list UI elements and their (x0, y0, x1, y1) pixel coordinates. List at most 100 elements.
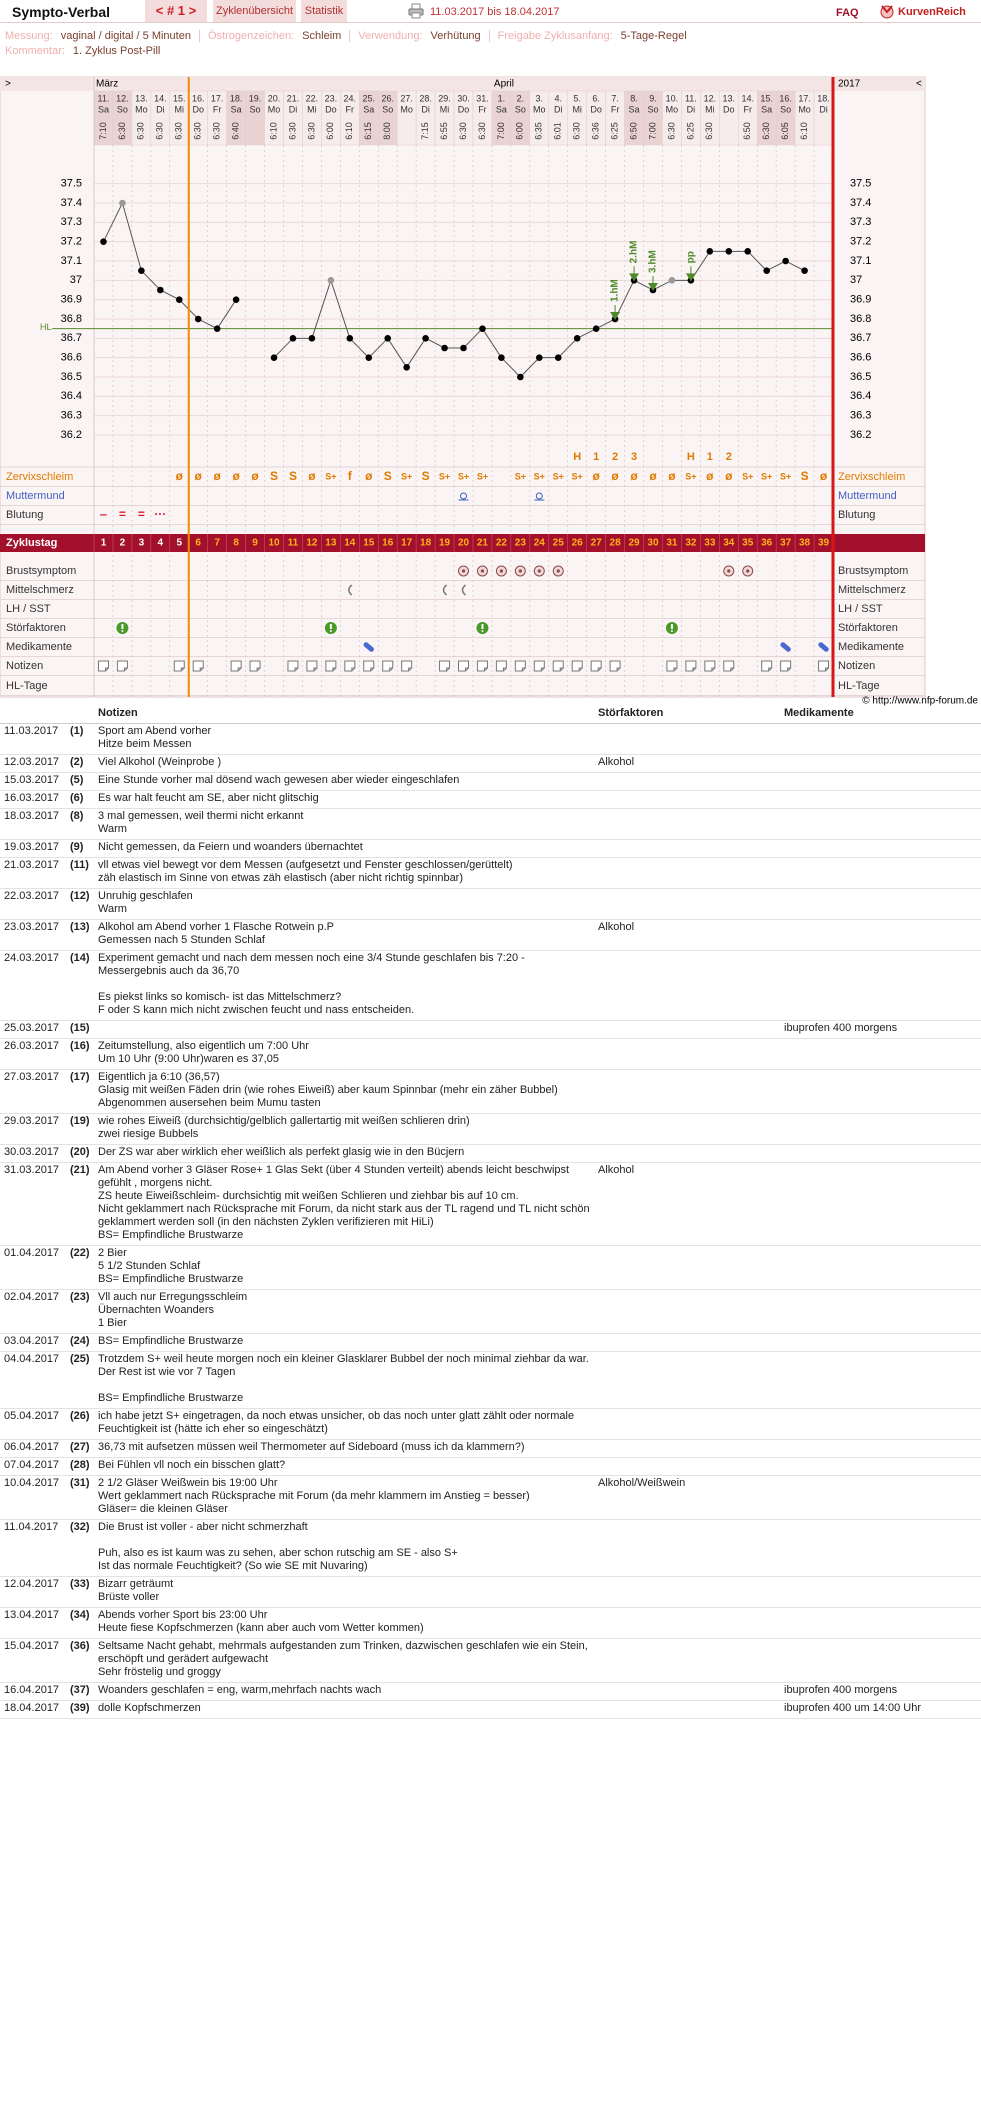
note-date: 22.03.2017 (0, 888, 66, 920)
notes-body: 11.03.2017 (1) Sport am Abend vorher Hitze… (0, 723, 981, 1719)
weekday-label: Fr (346, 104, 355, 114)
stats-tab[interactable]: Statistik (301, 0, 347, 22)
y-tick-label-right: 36.6 (850, 352, 871, 364)
note-date: 16.04.2017 (0, 1682, 66, 1701)
cycle-day: 24 (534, 538, 546, 549)
note-date: 21.03.2017 (0, 857, 66, 889)
nav-next[interactable]: < (916, 79, 922, 90)
note-date: 27.03.2017 (0, 1069, 66, 1114)
row-symbol: S+ (439, 471, 450, 481)
faq-link[interactable]: FAQ (836, 7, 859, 19)
temperature-point (308, 335, 316, 342)
y-tick-label: 36.3 (61, 410, 82, 422)
peak-label: 3.hM (648, 250, 659, 273)
temperature-point (592, 325, 600, 332)
note-disruption (594, 857, 780, 889)
cycle-day: 23 (515, 538, 527, 549)
cycle-day: 11 (288, 538, 299, 549)
row-label-right: Medikamente (838, 641, 904, 653)
time-label: 6:55 (439, 122, 449, 140)
row-symbol: = (119, 507, 126, 521)
note-icon (287, 660, 299, 672)
time-label: 6:00 (515, 122, 525, 140)
row-icon (552, 565, 564, 577)
note-date: 26.03.2017 (0, 1038, 66, 1070)
weekday-label: Mo (666, 104, 679, 114)
temperature-point (801, 267, 808, 274)
h-marker: H (573, 451, 581, 463)
weekday-label: Mo (798, 104, 811, 114)
temperature-point (498, 354, 505, 361)
day-label: 25. (362, 93, 375, 103)
note-date: 05.04.2017 (0, 1408, 66, 1440)
note-day: (13) (66, 919, 94, 951)
weekday-label: So (780, 104, 791, 114)
note-medication (780, 1289, 981, 1334)
weekday-label: Fr (213, 104, 222, 114)
note-date: 10.04.2017 (0, 1475, 66, 1520)
cycle-day: 8 (233, 538, 239, 549)
note-date: 11.04.2017 (0, 1519, 66, 1577)
temperature-point (289, 335, 297, 342)
note-text: 3 mal gemessen, weil thermi nicht erkann… (94, 808, 594, 840)
note-row: 15.04.2017 (36) Seltsame Nacht gehabt, meh… (0, 1638, 981, 1683)
row-symbol: ø (213, 469, 221, 483)
cycle-day: 33 (704, 538, 716, 549)
note-day: (16) (66, 1038, 94, 1070)
peak-marker (647, 283, 658, 291)
note-text: Seltsame Nacht gehabt, mehrmals aufgesta… (94, 1638, 594, 1683)
note-text: Vll auch nur Erregungsschleim Übernachte… (94, 1289, 594, 1334)
cycle-day: 36 (761, 538, 773, 549)
print-icon[interactable] (408, 3, 424, 19)
note-medication (780, 790, 981, 809)
row-icon (533, 565, 545, 577)
day-label: 28. (419, 93, 432, 103)
time-label: 6:30 (761, 122, 771, 140)
row-symbol: ø (365, 469, 373, 483)
note-icon (685, 660, 697, 672)
row-icon (666, 660, 678, 672)
breast-icon (480, 569, 485, 573)
note-text: Viel Alkohol (Weinprobe ) (94, 754, 594, 773)
disruption-icon (329, 630, 332, 632)
nav-prev[interactable]: > (5, 79, 11, 90)
weekday-label: Fr (743, 104, 752, 114)
row-symbol: ø (706, 469, 714, 483)
pain-icon (348, 584, 353, 596)
y-tick-label-right: 36.8 (850, 313, 871, 325)
note-text: vll etwas viel bewegt vor dem Messen (au… (94, 857, 594, 889)
row-icon (495, 660, 507, 672)
time-label: 6:25 (609, 122, 619, 140)
row-icon (534, 492, 545, 501)
note-date: 16.03.2017 (0, 790, 66, 809)
weekday-label: Mo (135, 104, 148, 114)
h-marker: 3 (631, 451, 637, 463)
note-row: 05.04.2017 (26) ich habe jetzt S+ eingetra… (0, 1408, 981, 1440)
setting-value: Verhütung (430, 30, 481, 42)
weekday-label: Mi (440, 104, 450, 114)
time-label: 6:00 (325, 122, 335, 140)
h-marker: H (687, 451, 695, 463)
note-text: Sport am Abend vorher Hitze beim Messen (94, 723, 594, 755)
note-disruption (594, 790, 780, 809)
time-label: 6:30 (477, 122, 487, 140)
cycle-day-band (0, 534, 925, 552)
breast-icon (518, 569, 522, 573)
note-icon (514, 660, 526, 672)
note-text (94, 1020, 594, 1039)
note-icon (344, 660, 356, 672)
note-row: 18.03.2017 (8) 3 mal gemessen, weil thermi… (0, 808, 981, 840)
cycle-day: 13 (325, 538, 337, 549)
note-medication (780, 1351, 981, 1409)
temperature-point (460, 344, 467, 352)
note-row: 12.03.2017 (2) Viel Alkohol (Weinprobe ) Al… (0, 754, 981, 773)
overview-tab[interactable]: Zyklenübersicht (213, 0, 296, 22)
day-label: 19. (249, 93, 262, 103)
row-icon (442, 584, 448, 596)
note-medication (780, 1607, 981, 1639)
row-icon (723, 660, 735, 672)
row-symbol: S (801, 469, 809, 483)
cycle-nav[interactable]: < # 1 > (145, 0, 207, 22)
y-tick-label: 37.2 (61, 236, 82, 248)
note-text: 2 1/2 Gläser Weißwein bis 19:00 Uhr Wert… (94, 1475, 594, 1520)
